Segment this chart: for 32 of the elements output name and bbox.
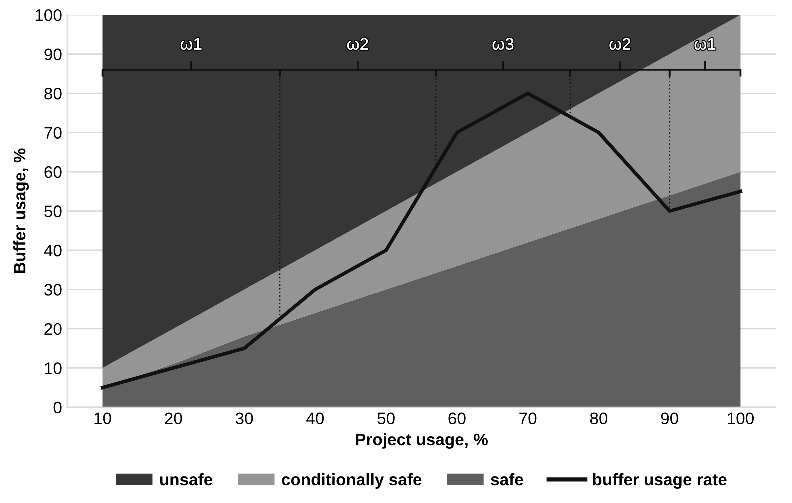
x-tick-label: 20 xyxy=(165,412,182,425)
x-tick-label: 90 xyxy=(661,412,678,425)
x-axis-title: Project usage, % xyxy=(356,433,488,449)
x-tick-label: 100 xyxy=(728,412,754,425)
annotation: ω1 xyxy=(180,38,202,50)
y-tick-label: 70 xyxy=(44,127,62,139)
legend-label: unsafe xyxy=(160,473,213,486)
annotation: ω1 xyxy=(694,38,716,50)
y-tick-label: 40 xyxy=(44,244,62,257)
y-tick-label: 90 xyxy=(44,48,62,61)
x-tick-label: 70 xyxy=(520,412,537,425)
legend-label: conditionally safe xyxy=(282,473,422,489)
x-tick-label: 10 xyxy=(94,412,112,425)
x-tick-label: 60 xyxy=(448,412,466,425)
legend-label: safe xyxy=(491,473,524,486)
y-tick-label: 20 xyxy=(44,323,62,336)
annotation: ω2 xyxy=(347,38,368,50)
y-tick-label: 50 xyxy=(44,206,62,218)
x-tick-label: 40 xyxy=(306,412,324,425)
y-axis-title: Buffer usage, % xyxy=(13,148,30,274)
x-tick-label: 30 xyxy=(236,412,254,425)
x-tick-label: 50 xyxy=(378,412,395,425)
y-tick-label: 60 xyxy=(44,166,62,178)
y-tick-label: 10 xyxy=(45,362,62,374)
annotation: ω3 xyxy=(492,38,514,50)
y-tick-label: 0 xyxy=(54,402,62,414)
x-tick-label: 80 xyxy=(590,412,608,425)
y-tick-label: 30 xyxy=(44,284,62,296)
y-tick-label: 100 xyxy=(36,9,62,22)
annotation: ω2 xyxy=(610,38,631,50)
y-tick-label: 80 xyxy=(44,88,62,100)
legend-label: buffer usage rate xyxy=(593,473,727,490)
